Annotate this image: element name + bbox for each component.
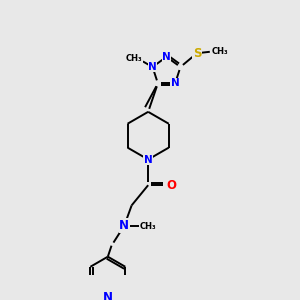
Text: N: N <box>144 154 152 164</box>
Text: CH₃: CH₃ <box>212 47 228 56</box>
Text: CH₃: CH₃ <box>126 54 142 63</box>
Text: CH₃: CH₃ <box>140 222 157 231</box>
Text: N: N <box>162 52 171 62</box>
Text: O: O <box>166 179 176 192</box>
Text: N: N <box>119 219 129 232</box>
Text: N: N <box>148 62 157 72</box>
Text: N: N <box>103 290 113 300</box>
Text: N: N <box>171 78 179 88</box>
Text: S: S <box>193 47 201 60</box>
